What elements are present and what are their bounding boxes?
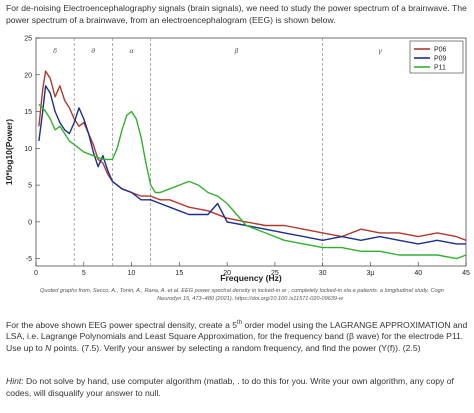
x-tick-label-0: 0 xyxy=(34,270,38,277)
series-lines xyxy=(38,70,467,260)
y-tick-label-2: 5 xyxy=(28,183,32,190)
x-axis-ticks: 0 5 10 15 20 25 30 3µ 40 45 xyxy=(34,262,470,277)
y-axis-label: 10*log10(Power) xyxy=(4,119,14,185)
x-axis-label: Frequency (Hz) xyxy=(220,273,282,283)
legend-label-p11: P11 xyxy=(434,65,446,72)
hint-lead: Hint: xyxy=(6,376,24,386)
question-n: N xyxy=(45,342,52,353)
x-tick-label-2: 10 xyxy=(128,270,136,277)
x-tick-label-8: 40 xyxy=(414,270,422,277)
series-line-p06 xyxy=(38,70,467,241)
question-part-3: points. (7.5). Verify your answer by sel… xyxy=(51,342,421,353)
intro-line-1: For de-noising Electroencephalography si… xyxy=(6,3,467,13)
caption-line-2: Neurodyn 15, 473–480 (2021). https://doi… xyxy=(157,295,343,302)
hint-text: Hint: Do not solve by hand, use computer… xyxy=(6,376,470,399)
caption-line-1: Quoted graphs from, Secco, A., Tonin, A.… xyxy=(40,288,444,294)
y-tick-label-0: -5 xyxy=(26,256,32,263)
x-tick-label-5: 25 xyxy=(271,270,279,277)
y-tick-label-4: 15 xyxy=(24,109,32,116)
y-tick-label-1: 0 xyxy=(28,219,32,226)
y-tick-label-5: 20 xyxy=(24,72,32,79)
question-superscript: th xyxy=(237,320,243,326)
band-label-1: θ xyxy=(91,47,95,55)
plot-area xyxy=(35,37,467,267)
x-tick-label-7: 3µ xyxy=(366,270,374,277)
question-text: For the above shown EEG power spectral d… xyxy=(6,318,470,354)
y-tick-label-6: 25 xyxy=(24,36,32,43)
legend: P06 P09 P11 xyxy=(409,40,464,74)
question-part-2: order model using the LAGRANGE APPROXIMA… xyxy=(6,319,468,353)
band-label-0: δ xyxy=(53,47,57,55)
x-tick-label-3: 15 xyxy=(175,270,183,277)
legend-label-p09: P09 xyxy=(434,56,447,63)
intro-text: For de-noising Electroencephalography si… xyxy=(6,3,468,26)
x-tick-label-9: 45 xyxy=(462,270,470,277)
plot-frame xyxy=(35,37,467,267)
x-tick-label-4: 20 xyxy=(223,270,231,277)
figure-caption: Quoted graphs from, Secco, A., Tonin, A.… xyxy=(40,288,460,303)
band-label-3: β xyxy=(234,47,239,55)
series-line-p09 xyxy=(38,85,466,245)
intro-line-2: power spectrum of a brainwave, from an e… xyxy=(6,14,336,25)
y-tick-label-3: 10 xyxy=(24,146,32,153)
y-axis-ticks: -5 0 5 10 15 20 25 xyxy=(24,36,40,263)
band-boundaries xyxy=(73,38,324,266)
x-tick-label-6: 30 xyxy=(319,270,327,277)
y-axis-label-text: 10*log10(Power) xyxy=(4,119,14,185)
hint-body: Do not solve by hand, use computer algor… xyxy=(6,376,454,398)
series-line-p11 xyxy=(38,103,467,260)
legend-label-p06: P06 xyxy=(434,47,447,54)
band-label-4: γ xyxy=(378,47,382,55)
x-tick-label-1: 5 xyxy=(82,270,86,277)
band-label-2: α xyxy=(129,47,134,55)
question-part-1: For the above shown EEG power spectral d… xyxy=(6,319,238,330)
